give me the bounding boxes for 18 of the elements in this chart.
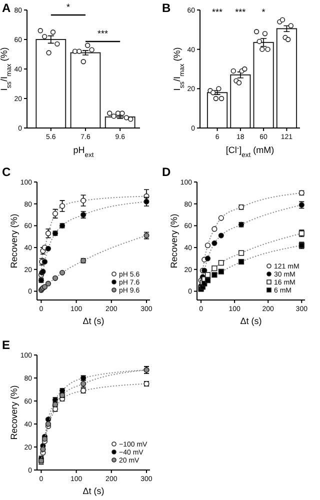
x-axis-title: Δt (s) — [82, 486, 104, 496]
annotation: *** — [212, 7, 224, 17]
x-axis-title: [Cl$^{-}$]$_{ext}$ (mM) — [226, 144, 274, 158]
annotation: *** — [235, 7, 246, 17]
chart-title: A — [2, 1, 11, 15]
annotation: *** — [98, 28, 109, 38]
y-axis-title: Recovery (%) — [9, 385, 19, 440]
chart-title: E — [2, 338, 10, 352]
chart-title: D — [162, 165, 171, 179]
annotation: * — [66, 2, 70, 12]
x-axis-title: Δt (s) — [82, 316, 104, 326]
x-axis-title: Δt (s) — [240, 316, 262, 326]
chart-title: C — [2, 165, 11, 179]
y-axis-title: Recovery (%) — [9, 214, 19, 268]
annotation: * — [262, 7, 266, 17]
y-axis-title: Recovery (%) — [169, 214, 179, 268]
x-axis-title: pH$_{ext}$ — [73, 145, 94, 158]
chart-title: B — [162, 1, 171, 15]
